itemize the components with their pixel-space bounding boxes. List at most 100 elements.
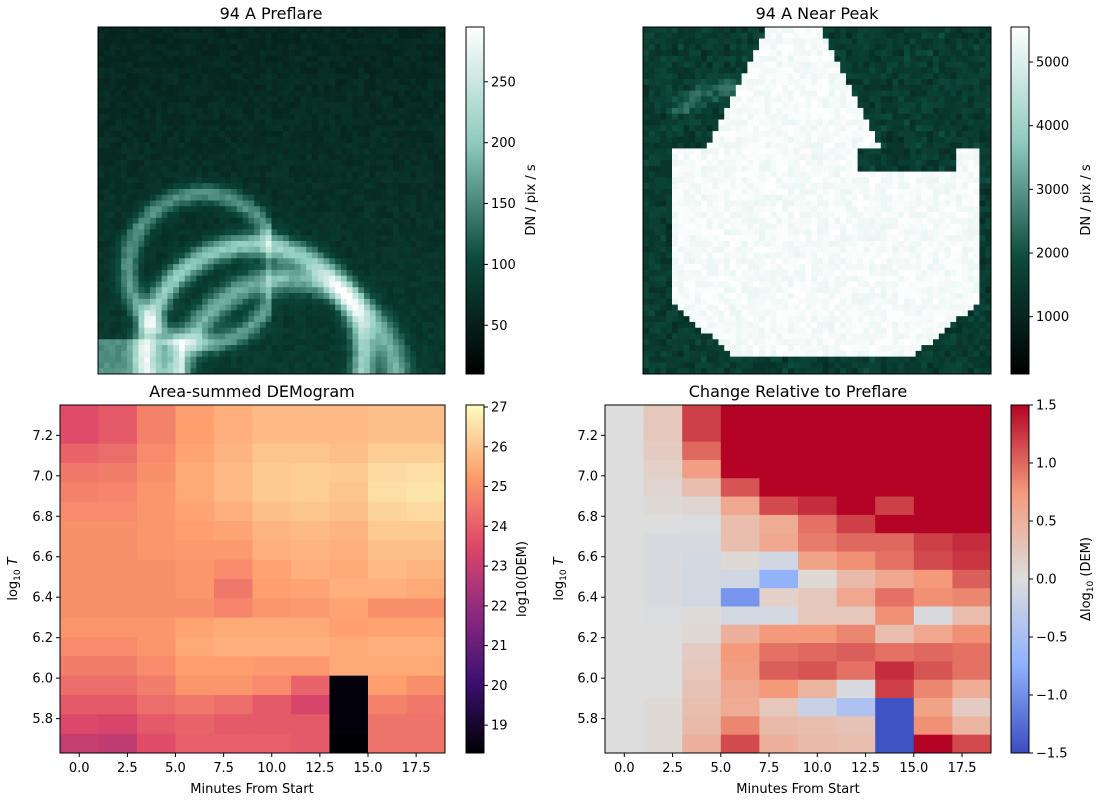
image-pixel (370, 316, 376, 322)
image-pixel (823, 62, 829, 68)
image-pixel (962, 137, 968, 143)
image-pixel (173, 183, 179, 189)
image-pixel (364, 148, 370, 154)
image-pixel (196, 322, 202, 328)
image-pixel (329, 241, 335, 247)
image-pixel (387, 96, 393, 102)
image-pixel (869, 50, 875, 56)
image-pixel (179, 351, 185, 357)
image-pixel (318, 102, 324, 108)
image-pixel (324, 96, 330, 102)
image-pixel (985, 91, 991, 97)
image-pixel (208, 166, 214, 172)
image-pixel (306, 50, 312, 56)
image-pixel (910, 39, 916, 45)
image-pixel (439, 235, 445, 241)
image-pixel (260, 33, 266, 39)
image-pixel (747, 154, 753, 160)
image-pixel (110, 62, 116, 68)
image-pixel (759, 91, 765, 97)
image-pixel (974, 85, 980, 91)
image-pixel (312, 102, 318, 108)
image-pixel (202, 195, 208, 201)
image-pixel (300, 44, 306, 50)
image-pixel (405, 33, 411, 39)
image-pixel (127, 235, 133, 241)
image-pixel (433, 264, 439, 270)
image-pixel (416, 224, 422, 230)
image-pixel (643, 125, 649, 131)
image-pixel (196, 85, 202, 91)
image-pixel (869, 39, 875, 45)
image-pixel (916, 148, 922, 154)
image-pixel (399, 91, 405, 97)
image-pixel (196, 108, 202, 114)
image-pixel (341, 368, 347, 374)
image-pixel (219, 91, 225, 97)
image-pixel (416, 91, 422, 97)
image-pixel (376, 56, 382, 62)
image-pixel (214, 270, 220, 276)
image-pixel (300, 270, 306, 276)
image-pixel (167, 79, 173, 85)
image-pixel (811, 114, 817, 120)
image-pixel (312, 201, 318, 207)
image-pixel (248, 85, 254, 91)
image-pixel (104, 67, 110, 73)
image-pixel (364, 125, 370, 131)
image-pixel (237, 293, 243, 299)
image-pixel (306, 368, 312, 374)
image-pixel (399, 264, 405, 270)
image-pixel (191, 258, 197, 264)
image-pixel (892, 108, 898, 114)
image-pixel (724, 137, 730, 143)
image-pixel (782, 137, 788, 143)
image-pixel (243, 201, 249, 207)
image-pixel (196, 143, 202, 149)
image-pixel (439, 172, 445, 178)
image-pixel (352, 189, 358, 195)
image-pixel (167, 154, 173, 160)
image-pixel (881, 137, 887, 143)
image-pixel (927, 33, 933, 39)
image-pixel (381, 102, 387, 108)
image-pixel (800, 73, 806, 79)
image-pixel (846, 27, 852, 33)
image-pixel (138, 148, 144, 154)
image-pixel (231, 224, 237, 230)
image-pixel (422, 114, 428, 120)
image-pixel (439, 241, 445, 247)
image-pixel (289, 137, 295, 143)
image-pixel (370, 108, 376, 114)
image-pixel (277, 137, 283, 143)
image-pixel (399, 148, 405, 154)
image-pixel (747, 137, 753, 143)
image-pixel (771, 154, 777, 160)
image-pixel (945, 44, 951, 50)
image-pixel (167, 85, 173, 91)
image-pixel (214, 212, 220, 218)
image-pixel (289, 189, 295, 195)
image-pixel (167, 235, 173, 241)
image-pixel (852, 96, 858, 102)
image-pixel (939, 120, 945, 126)
image-pixel (104, 218, 110, 224)
image-pixel (643, 96, 649, 102)
image-pixel (110, 120, 116, 126)
image-pixel (393, 235, 399, 241)
image-pixel (254, 345, 260, 351)
image-pixel (121, 235, 127, 241)
image-pixel (202, 56, 208, 62)
image-pixel (927, 120, 933, 126)
image-pixel (191, 281, 197, 287)
image-pixel (410, 114, 416, 120)
image-pixel (300, 206, 306, 212)
image-pixel (347, 264, 353, 270)
image-pixel (358, 299, 364, 305)
image-pixel (678, 125, 684, 131)
image-pixel (428, 120, 434, 126)
image-pixel (950, 27, 956, 33)
image-pixel (254, 172, 260, 178)
image-pixel (283, 247, 289, 253)
image-pixel (162, 212, 168, 218)
